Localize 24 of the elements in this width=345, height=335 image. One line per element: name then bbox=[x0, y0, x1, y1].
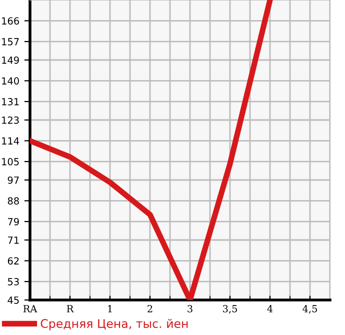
x-tick-label: R bbox=[66, 305, 74, 312]
y-tick-label: 97 bbox=[8, 176, 19, 184]
x-tick-label: 4 bbox=[267, 305, 273, 312]
y-tick-label: 53 bbox=[8, 278, 19, 286]
y-tick-label: 131 bbox=[2, 98, 19, 106]
x-tick-label: 3 bbox=[188, 305, 192, 312]
y-tick-label: 149 bbox=[2, 56, 19, 64]
y-tick-label: 114 bbox=[2, 137, 20, 144]
x-tick-label: 1 bbox=[108, 305, 112, 312]
x-tick-label: 3,5 bbox=[223, 305, 237, 314]
y-tick-label: 140 bbox=[2, 77, 19, 85]
y-tick-label: 166 bbox=[2, 17, 19, 25]
x-tick-label: 4,5 bbox=[302, 305, 317, 314]
legend-label: Средняя Цена, тыс. йен bbox=[40, 318, 188, 330]
y-tick-label: 105 bbox=[2, 158, 19, 166]
y-tick-label: 157 bbox=[2, 38, 19, 46]
y-tick-label: 45 bbox=[8, 296, 19, 304]
x-tick-label: RA bbox=[23, 305, 38, 312]
x-tick-label: 2 bbox=[148, 305, 152, 312]
y-tick-label: 62 bbox=[8, 257, 19, 265]
y-tick-label: 71 bbox=[8, 236, 19, 244]
y-tick-label: 79 bbox=[8, 218, 19, 226]
y-tick-label: 88 bbox=[8, 197, 19, 205]
y-tick-label: 123 bbox=[2, 116, 19, 124]
